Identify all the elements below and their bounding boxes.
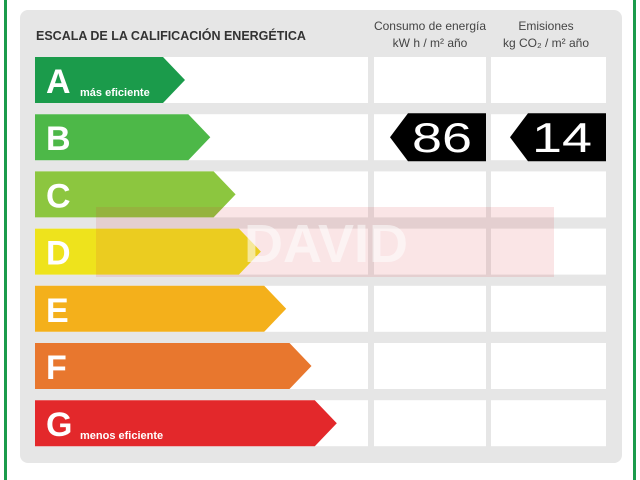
class-letter: E: [46, 292, 69, 330]
class-arrow: [35, 228, 261, 275]
cell: [374, 57, 486, 103]
cell: [491, 400, 606, 447]
cell: [374, 400, 486, 447]
cell: [374, 285, 486, 332]
class-letter: F: [46, 349, 67, 387]
class-arrow: [35, 285, 287, 332]
cell: [374, 171, 486, 218]
class-arrow: [35, 57, 185, 103]
class-letter: G: [46, 406, 72, 444]
value-box: [390, 113, 486, 162]
class-note: menos eficiente: [80, 430, 163, 442]
watermark-box: [96, 207, 554, 277]
value-box: [510, 113, 606, 162]
cell: [491, 57, 606, 103]
cell: [491, 228, 606, 275]
cell: [491, 285, 606, 332]
left-border: [4, 0, 7, 480]
class-arrow: [35, 171, 236, 218]
value: 86: [412, 114, 472, 161]
class-letter: A: [46, 63, 71, 101]
class-letter: B: [46, 120, 71, 158]
column-unit: kg CO₂ / m² año: [503, 36, 589, 50]
cell: [374, 228, 486, 275]
cell: [491, 343, 606, 389]
right-border: [633, 0, 636, 480]
class-arrow: [35, 343, 312, 389]
class-arrow: [35, 114, 211, 161]
class-note: más eficiente: [80, 87, 150, 99]
cell: [374, 343, 486, 389]
watermark: DAVID: [244, 214, 408, 274]
column-title: Emisiones: [518, 19, 573, 33]
scale-title: ESCALA DE LA CALIFICACIÓN ENERGÉTICA: [36, 28, 306, 43]
column-unit: kW h / m² año: [393, 36, 468, 50]
cell: [491, 171, 606, 218]
class-arrow: [35, 400, 337, 447]
value: 14: [532, 114, 592, 161]
column-title: Consumo de energía: [374, 19, 486, 33]
class-letter: D: [46, 235, 71, 273]
class-letter: C: [46, 177, 71, 215]
